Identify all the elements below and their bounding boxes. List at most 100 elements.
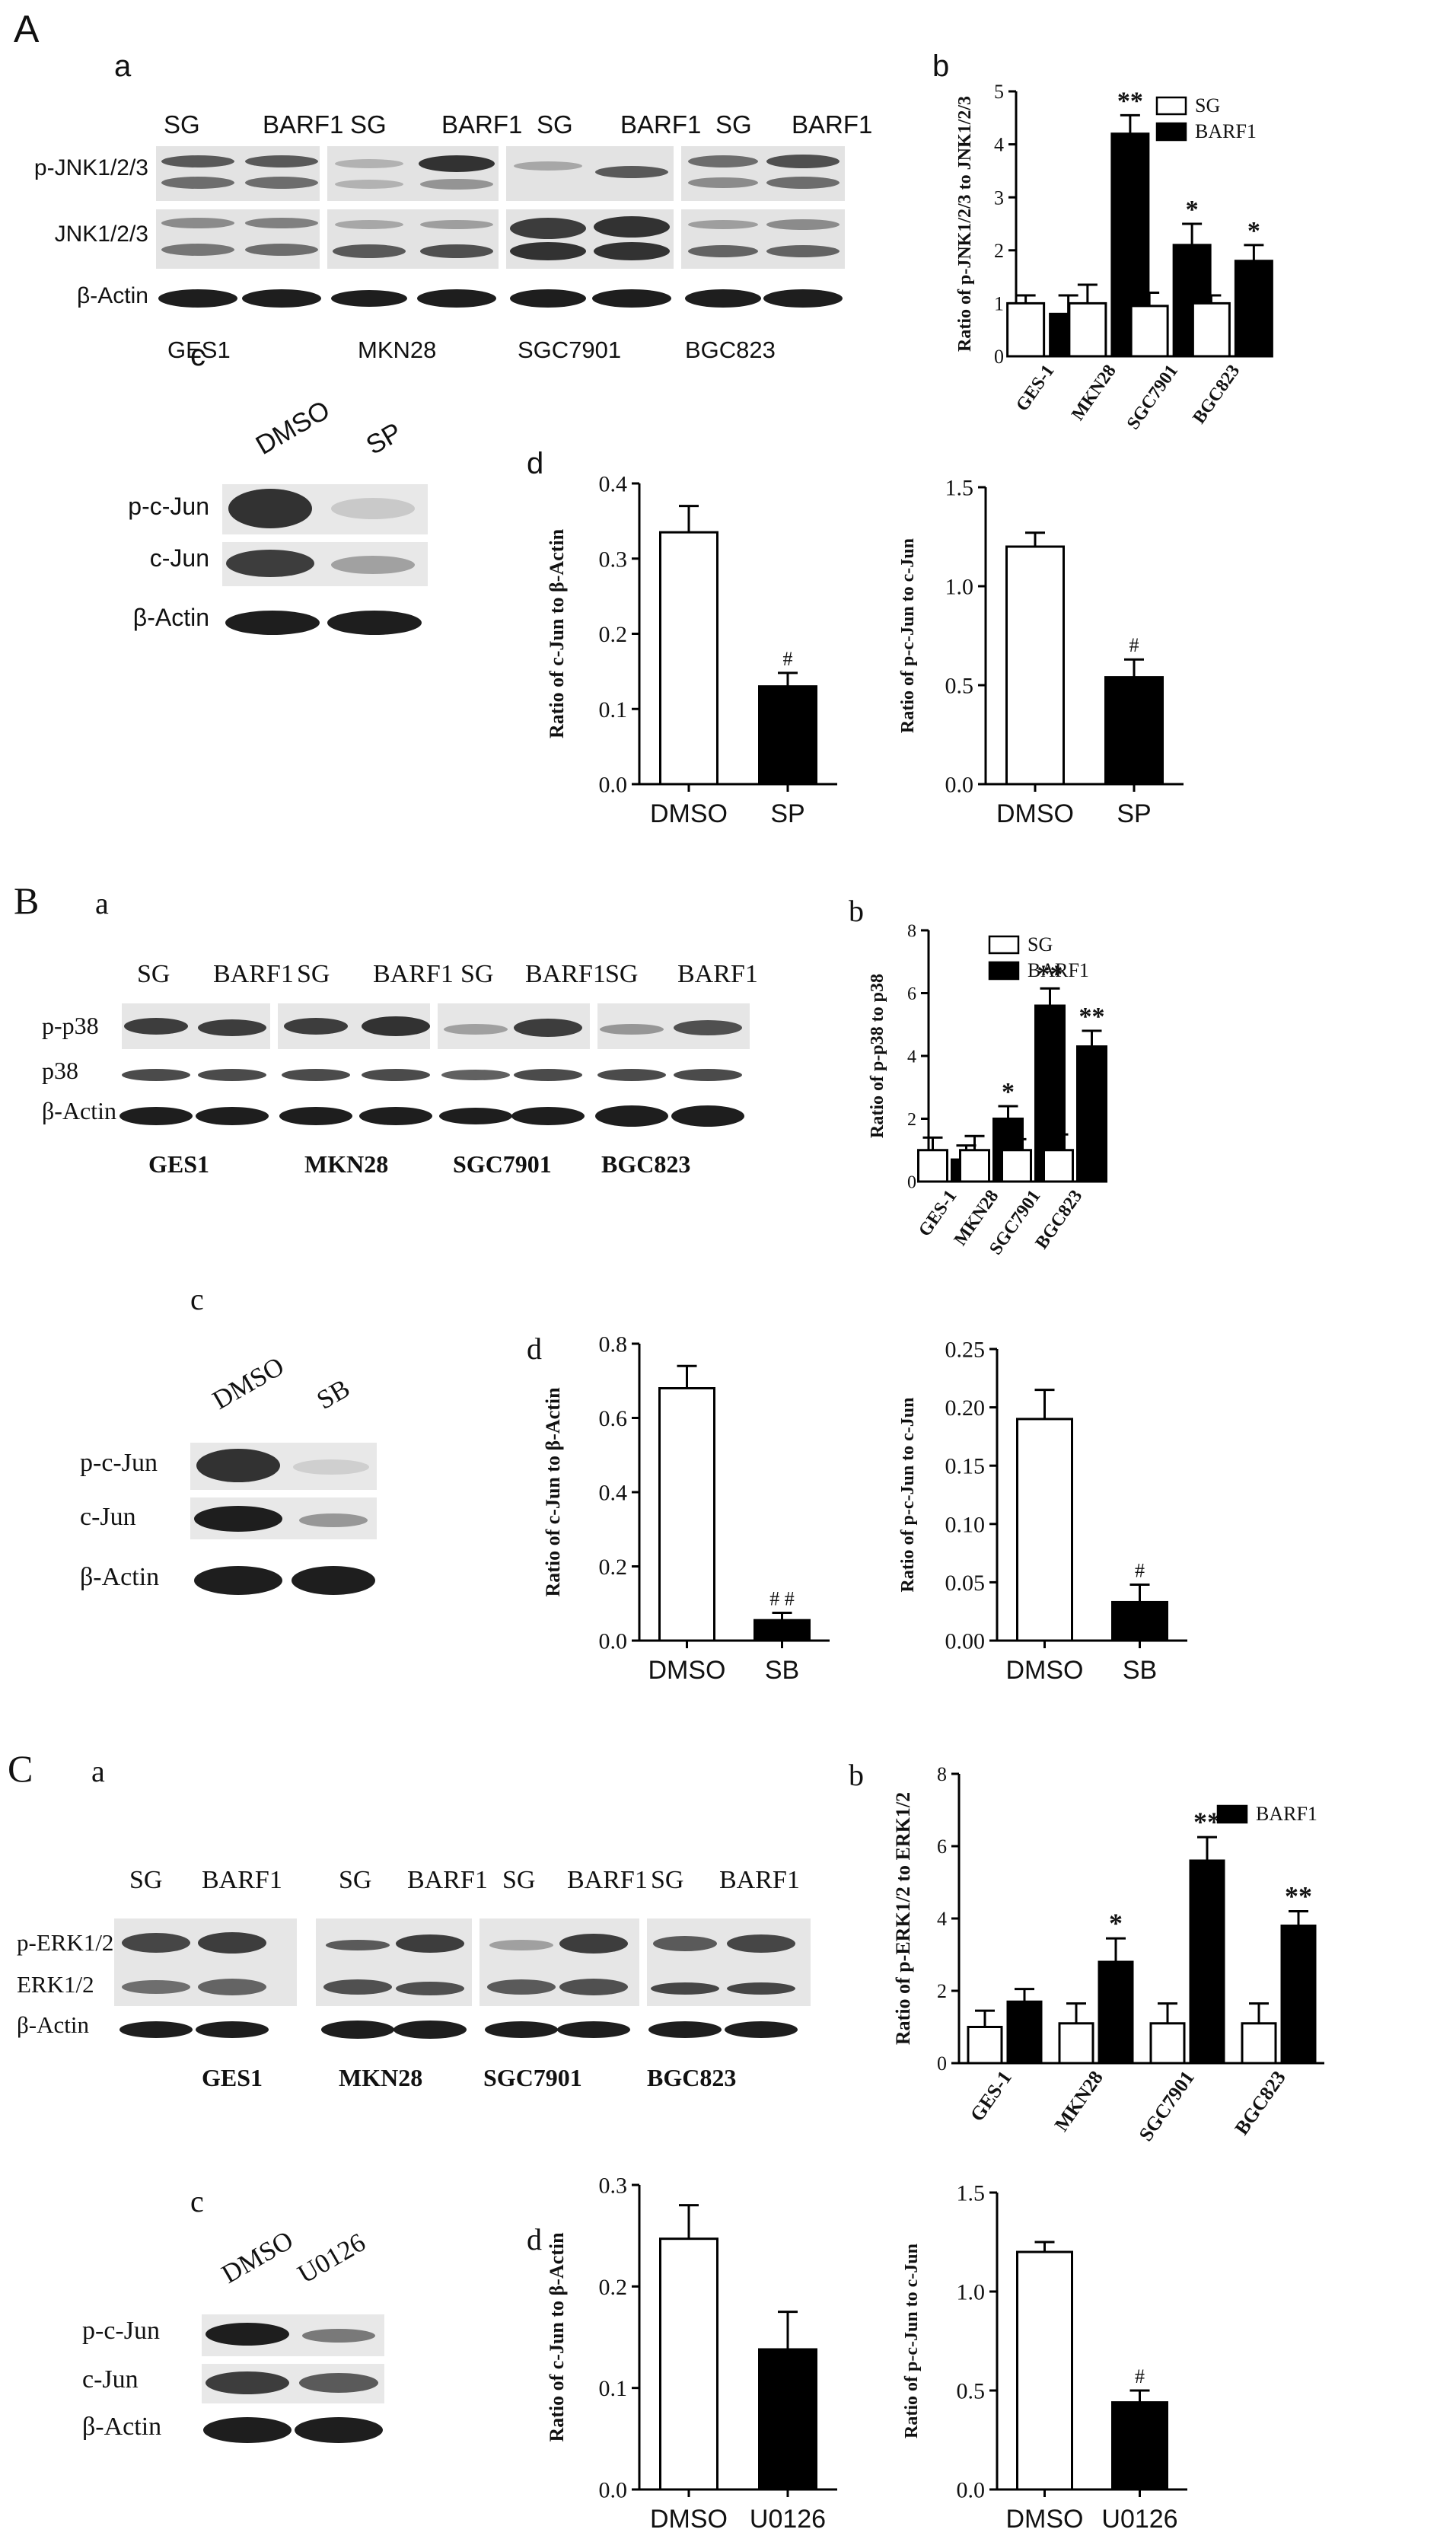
x-tick-label: SGC7901 [1123, 362, 1182, 434]
bar [1241, 2022, 1277, 2065]
row-label: c-Jun [80, 1503, 136, 1531]
row-label: p-JNK1/2/3 [34, 155, 148, 180]
bar [959, 1149, 990, 1183]
subpanel-label-Bc: c [190, 1282, 204, 1316]
chart-Ad1: 0.0 0.1 0.2 0.3 0.4 Ratio of c-Jun to β-Actin… [546, 472, 837, 828]
significance-label: # # [769, 1587, 795, 1609]
y-tick-label: 6 [937, 1836, 947, 1858]
lane-label: BARF1 [373, 960, 454, 988]
cell-label: GES1 [202, 2064, 263, 2091]
cell-label: SGC7901 [453, 1150, 552, 1178]
row-label: p-c-Jun [82, 2317, 160, 2345]
y-tick-label: 8 [907, 921, 916, 941]
lane-label: SG [339, 1866, 371, 1894]
y-tick-label: 2 [937, 1980, 947, 2002]
y-tick-label: 0.0 [957, 2478, 986, 2503]
subpanel-label-Ac: c [190, 339, 205, 372]
lane-label: SG [350, 110, 387, 139]
lane-label: BARF1 [202, 1866, 282, 1894]
y-tick-label: 0.4 [599, 472, 628, 497]
legend-swatch [1155, 122, 1187, 142]
x-tick-label: BGC823 [1190, 362, 1244, 428]
chart-Cd1: 0.0 0.1 0.2 0.3 Ratio of c-Jun to β-Actin DMS… [546, 2174, 837, 2534]
x-tick-label: DMSO [1006, 2505, 1084, 2534]
row-label: β-Actin [80, 1563, 159, 1591]
y-axis-label: Ratio of p-c-Jun to c-Jun [902, 2244, 922, 2438]
row-label: β-Actin [17, 2011, 89, 2038]
x-tick-label: SB [1123, 1656, 1157, 1685]
blot-Ac: DMSO SP p-c-Jun c-Jun β-Actin [128, 395, 428, 635]
chart-Bd2: 0.00 0.05 0.10 0.15 0.20 0.25 Ratio of p-c-Jun… [898, 1338, 1187, 1685]
x-tick-label: DMSO [648, 1656, 726, 1685]
y-tick-label: 0.1 [599, 697, 628, 722]
lane-label: BARF1 [407, 1866, 488, 1894]
subpanel-label-Ba: a [95, 886, 109, 920]
row-label: c-Jun [150, 544, 209, 572]
y-tick-label: 0.0 [945, 773, 974, 798]
y-tick-label: 1.5 [945, 476, 974, 501]
y-axis-label: Ratio of p-ERK1/2 to ERK1/2 [892, 1792, 914, 2045]
y-tick-label: 0 [937, 2052, 947, 2075]
panel-letter-B: B [14, 879, 39, 922]
significance-label: # [783, 648, 793, 670]
x-tick-label: SGC7901 [1135, 2067, 1199, 2145]
bar [1111, 2401, 1168, 2491]
y-axis-label: Ratio of c-Jun to β-Actin [546, 2232, 568, 2442]
panel-letter-A: A [14, 8, 40, 50]
y-tick-label: 4 [994, 134, 1004, 156]
y-tick-label: 6 [907, 984, 916, 1004]
y-axis-label: Ratio of p-c-Jun to c-Jun [898, 538, 918, 733]
y-tick-label: 0.5 [945, 674, 974, 699]
row-label: p-ERK1/2 [17, 1929, 113, 1956]
y-tick-label: 5 [994, 81, 1004, 103]
row-label: β-Actin [82, 2413, 161, 2441]
lane-label: BARF1 [620, 110, 701, 139]
y-tick-label: 0.25 [945, 1338, 986, 1363]
cell-label: BGC823 [647, 2064, 736, 2091]
subpanel-label-Cb: b [849, 1758, 864, 1792]
row-label: β-Actin [133, 604, 209, 631]
bar [1001, 1149, 1032, 1183]
row-label: p38 [42, 1057, 78, 1084]
significance-label: # [1135, 2365, 1145, 2387]
bar [967, 2026, 1003, 2065]
lane-label: BARF1 [677, 960, 758, 988]
cell-label: BGC823 [685, 336, 776, 363]
x-tick-label: DMSO [650, 2505, 728, 2534]
row-label: p-c-Jun [128, 493, 209, 520]
bar [1016, 1418, 1073, 1642]
lane-label: SG [651, 1866, 683, 1894]
row-label: p-c-Jun [80, 1449, 158, 1477]
significance-label: * [1002, 1078, 1015, 1106]
legend-swatch [1216, 1804, 1248, 1824]
lane-label: SG [297, 960, 330, 988]
y-tick-label: 0.2 [599, 1555, 628, 1580]
legend-swatch [988, 961, 1020, 981]
lane-label: SG [537, 110, 573, 139]
x-tick-label: GES-1 [1012, 362, 1058, 416]
bar [1006, 2000, 1043, 2065]
x-tick-label: BGC823 [1230, 2067, 1289, 2139]
subpanel-label-Ad: d [527, 447, 543, 480]
lane-label: SG [129, 1866, 162, 1894]
row-label: ERK1/2 [17, 1971, 94, 1998]
lane-label: BARF1 [792, 110, 872, 139]
blot-Bc: DMSO SB p-c-Jun c-Jun β-Actin [80, 1351, 377, 1595]
bar [1098, 1960, 1134, 2065]
y-tick-label: 0.1 [599, 2376, 628, 2401]
subpanel-label-Bd: d [527, 1332, 542, 1366]
bar [659, 531, 718, 786]
significance-label: # [1129, 634, 1139, 656]
y-tick-label: 1.5 [957, 2181, 986, 2206]
lane-label: BARF1 [719, 1866, 800, 1894]
cell-label: MKN28 [339, 2064, 422, 2091]
chart-Cd2: 0.0 0.5 1.0 1.5 Ratio of p-c-Jun to c-Jun DMS… [902, 2181, 1187, 2534]
y-tick-label: 4 [907, 1047, 916, 1067]
lane-label: U0126 [293, 2228, 371, 2289]
y-tick-label: 0.2 [599, 622, 628, 647]
legend-label: BARF1 [1195, 120, 1257, 142]
significance-label: * [1247, 217, 1260, 245]
y-tick-label: 0.20 [945, 1395, 986, 1421]
x-tick-label: MKN28 [1050, 2067, 1107, 2135]
